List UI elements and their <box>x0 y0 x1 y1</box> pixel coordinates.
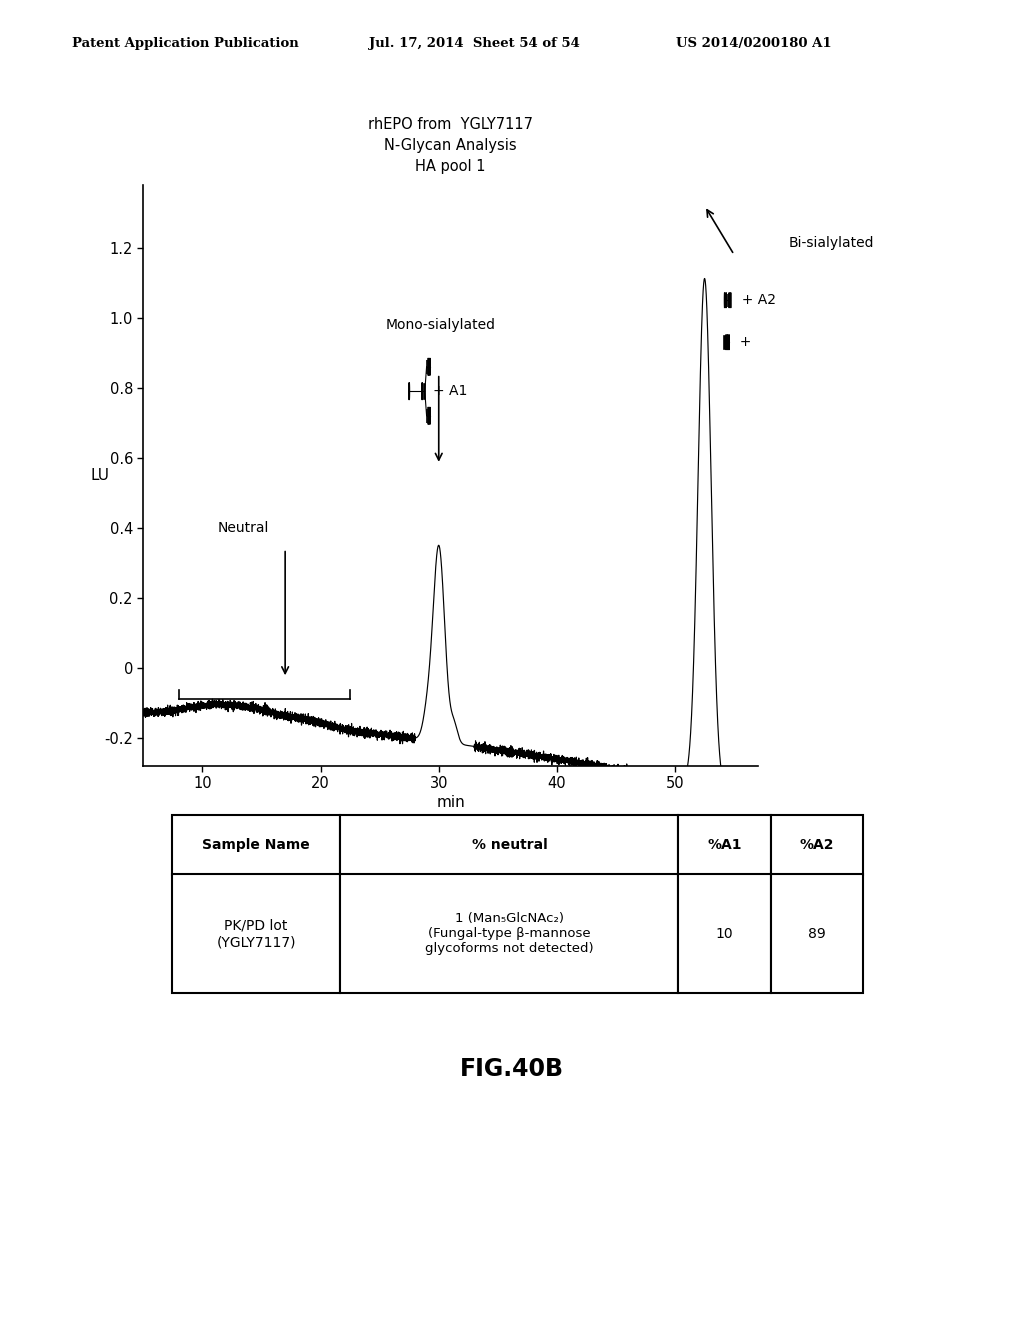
Text: US 2014/0200180 A1: US 2014/0200180 A1 <box>676 37 831 50</box>
Text: Jul. 17, 2014  Sheet 54 of 54: Jul. 17, 2014 Sheet 54 of 54 <box>369 37 580 50</box>
Title: rhEPO from  YGLY7117
N-Glycan Analysis
HA pool 1: rhEPO from YGLY7117 N-Glycan Analysis HA… <box>368 117 534 174</box>
Text: Neutral: Neutral <box>218 520 269 535</box>
X-axis label: min: min <box>436 795 465 810</box>
Text: Patent Application Publication: Patent Application Publication <box>72 37 298 50</box>
Text: FIG.40B: FIG.40B <box>460 1057 564 1081</box>
Text: + A2: + A2 <box>733 293 776 308</box>
Text: Mono-sialylated: Mono-sialylated <box>386 318 496 331</box>
Text: + A1: + A1 <box>433 384 468 399</box>
Text: +: + <box>731 335 752 350</box>
Text: Bi-sialylated: Bi-sialylated <box>788 236 873 249</box>
Y-axis label: LU: LU <box>90 467 110 483</box>
